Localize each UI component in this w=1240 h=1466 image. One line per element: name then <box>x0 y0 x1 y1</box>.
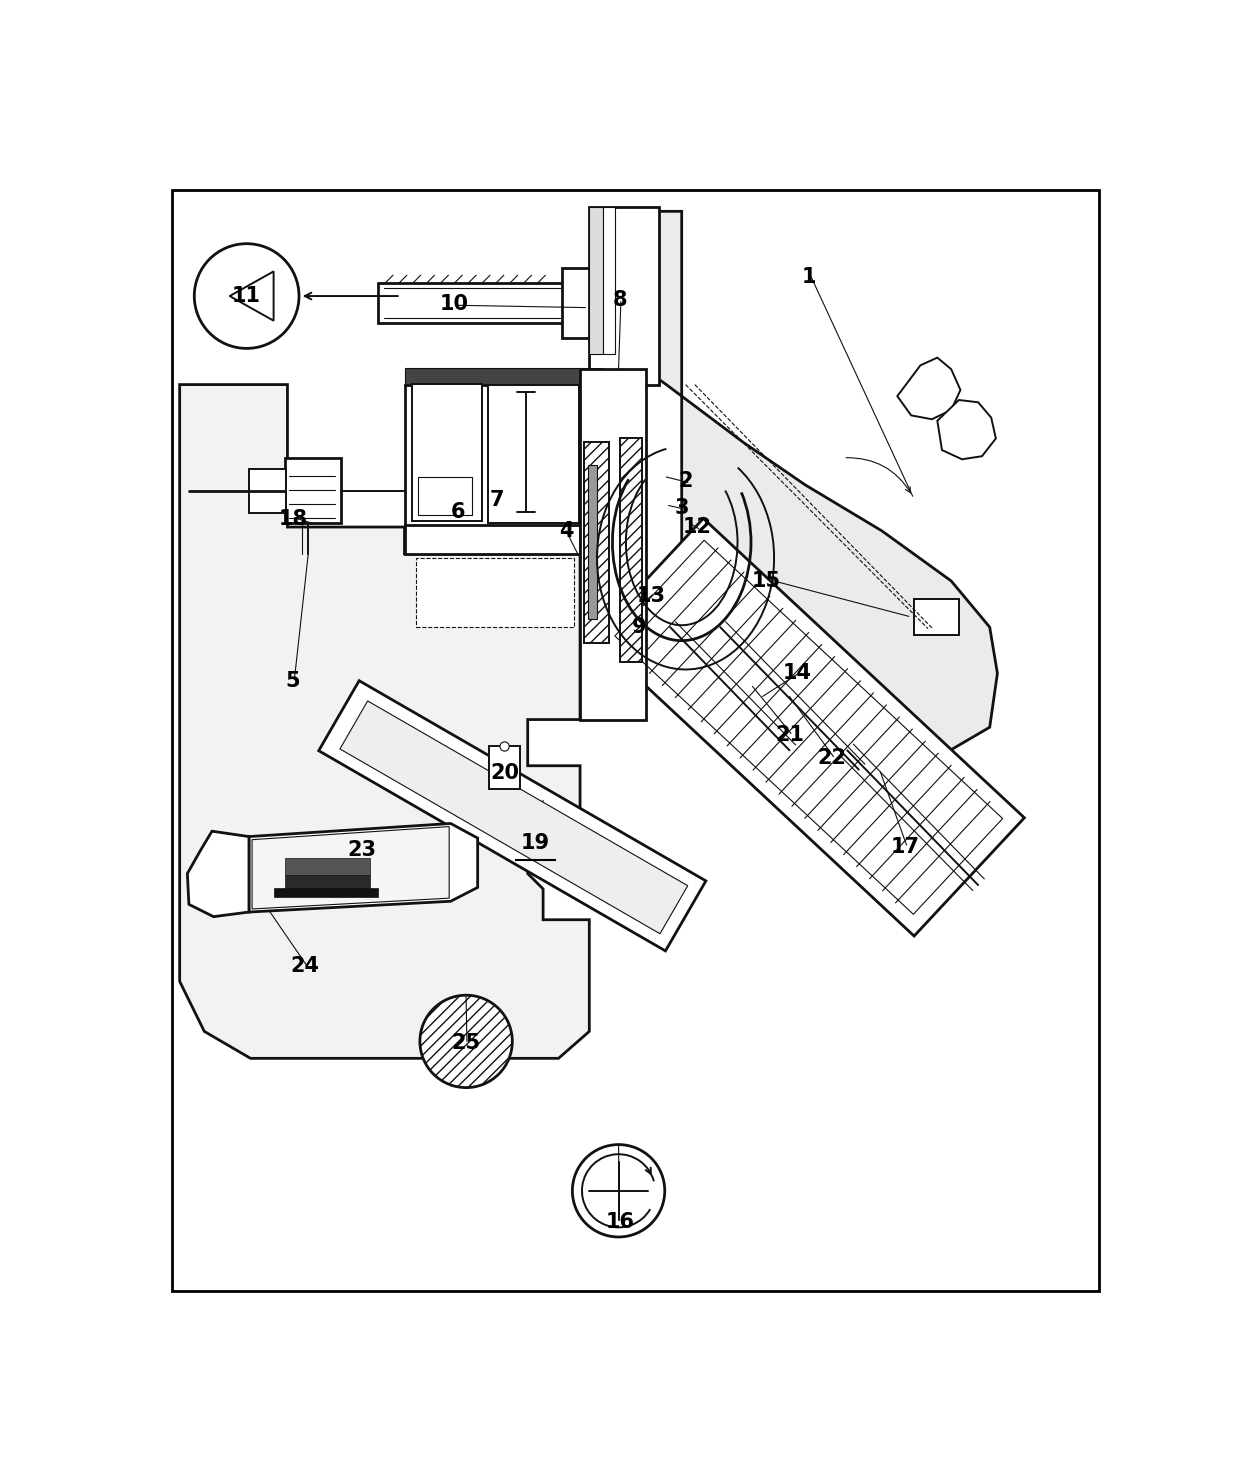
Bar <box>404 525 585 554</box>
Polygon shape <box>645 211 997 762</box>
Polygon shape <box>180 384 589 1058</box>
Text: 8: 8 <box>613 290 627 309</box>
Bar <box>418 476 472 516</box>
Text: 19: 19 <box>521 833 551 853</box>
Text: 13: 13 <box>636 586 666 607</box>
Text: 17: 17 <box>890 837 920 856</box>
Bar <box>589 208 603 353</box>
Polygon shape <box>319 680 706 951</box>
Bar <box>914 600 959 635</box>
Bar <box>404 384 585 528</box>
Bar <box>583 371 595 551</box>
Bar <box>404 368 585 384</box>
Text: 10: 10 <box>440 293 469 314</box>
Text: 16: 16 <box>605 1211 635 1231</box>
Text: 21: 21 <box>775 726 804 745</box>
Polygon shape <box>937 400 996 459</box>
Text: 4: 4 <box>559 520 573 541</box>
Bar <box>274 888 377 897</box>
Bar <box>490 746 520 789</box>
Bar <box>620 438 641 661</box>
Bar <box>588 465 596 620</box>
Polygon shape <box>593 519 1024 935</box>
Bar <box>249 469 286 513</box>
Text: 24: 24 <box>290 956 319 976</box>
Text: 15: 15 <box>751 570 781 591</box>
Bar <box>285 457 341 523</box>
Circle shape <box>195 243 299 349</box>
Text: 12: 12 <box>682 517 712 537</box>
Bar <box>580 369 601 554</box>
Text: 14: 14 <box>782 663 812 683</box>
Bar <box>591 276 611 331</box>
Polygon shape <box>249 824 477 912</box>
Bar <box>580 369 646 720</box>
Text: 7: 7 <box>490 490 505 510</box>
Text: 3: 3 <box>675 498 689 517</box>
Polygon shape <box>340 701 688 934</box>
Circle shape <box>500 742 510 751</box>
Bar <box>412 384 481 520</box>
Circle shape <box>573 1145 665 1237</box>
Bar <box>603 208 615 353</box>
Text: 6: 6 <box>451 501 466 522</box>
Bar <box>417 559 574 627</box>
Polygon shape <box>229 271 274 321</box>
Text: 2: 2 <box>678 471 693 491</box>
Bar <box>285 875 370 894</box>
Polygon shape <box>187 831 249 916</box>
Bar <box>487 384 579 523</box>
Text: 20: 20 <box>490 764 520 783</box>
Bar <box>563 268 593 339</box>
Text: 25: 25 <box>451 1034 481 1053</box>
Bar <box>589 208 658 384</box>
Text: 9: 9 <box>632 617 647 638</box>
Text: 1: 1 <box>801 267 816 287</box>
Text: 23: 23 <box>347 840 377 861</box>
Polygon shape <box>252 827 449 909</box>
Text: 11: 11 <box>232 286 262 306</box>
Bar <box>285 858 370 875</box>
Text: 18: 18 <box>278 509 308 529</box>
Text: 5: 5 <box>285 671 300 690</box>
Text: 22: 22 <box>817 748 847 768</box>
Bar <box>584 443 609 642</box>
Circle shape <box>420 995 512 1088</box>
Polygon shape <box>898 358 961 419</box>
